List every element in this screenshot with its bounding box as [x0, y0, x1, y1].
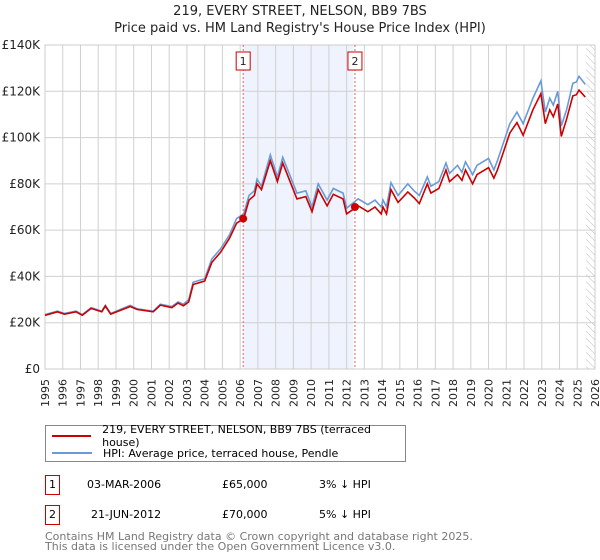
transaction-label: 1: [240, 55, 247, 68]
transaction-price: £65,000: [222, 478, 268, 491]
chart-subtitle: Price paid vs. HM Land Registry's House …: [114, 21, 486, 36]
transaction-label-box: [235, 51, 251, 71]
x-tick-label: 1995: [39, 379, 52, 407]
x-tick-label: 2008: [270, 379, 283, 407]
x-tick-label: 2020: [483, 379, 496, 407]
y-tick-label: £40K: [9, 269, 41, 283]
x-tick-label: 1999: [110, 379, 123, 407]
x-tick-label: 2018: [447, 379, 460, 407]
x-tick-label: 2019: [465, 379, 478, 407]
plot-border: [44, 44, 596, 370]
legend-item-property: 219, EVERY STREET, NELSON, BB9 7BS (terr…: [52, 423, 405, 449]
legend-item-hpi: HPI: Average price, terraced house, Pend…: [52, 445, 338, 461]
transaction-row: 2 21-JUN-2012 £70,000 5% ↓ HPI: [45, 505, 405, 525]
transaction-hpi-diff: 3% ↓ HPI: [319, 478, 371, 491]
y-tick-label: £0: [25, 362, 40, 376]
transaction-hpi-diff: 5% ↓ HPI: [319, 508, 371, 521]
x-tick-label: 2010: [305, 379, 318, 407]
y-tick-label: £120K: [2, 84, 42, 98]
forecast-hatch: [586, 45, 595, 369]
y-tick-label: £140K: [2, 38, 42, 52]
x-tick-label: 2022: [518, 379, 531, 407]
x-tick-label: 2012: [341, 379, 354, 407]
x-tick-label: 2023: [536, 379, 549, 407]
x-tick-label: 2009: [287, 379, 300, 407]
transaction-marker: 1: [45, 475, 60, 495]
x-tick-label: 1998: [92, 379, 105, 407]
x-tick-label: 1997: [74, 379, 87, 407]
legend-label: 219, EVERY STREET, NELSON, BB9 7BS (terr…: [102, 423, 371, 449]
x-tick-label: 2025: [571, 379, 584, 407]
x-tick-label: 2005: [216, 379, 229, 407]
blue-line-swatch: [52, 452, 92, 454]
transaction-price: £70,000: [222, 508, 268, 521]
x-tick-label: 2014: [376, 379, 389, 407]
transaction-marker: 2: [45, 505, 60, 525]
footer-copyright: Contains HM Land Registry data © Crown c…: [45, 530, 473, 543]
plot-area: 1995 1996 1997 1998 1999 2000 2001 2002 2003 2004…: [2, 38, 600, 407]
transaction-label: 2: [351, 55, 358, 68]
x-tick-label: 2000: [128, 379, 141, 407]
x-tick-label: 2024: [554, 379, 567, 407]
x-tick-label: 2006: [234, 379, 247, 407]
x-tick-label: 2007: [252, 379, 265, 407]
x-tick-label: 2015: [394, 379, 407, 407]
transaction-point: [239, 214, 248, 223]
x-tick-label: 2004: [199, 379, 212, 407]
x-tick-label: 2017: [429, 379, 442, 407]
transaction-row: 1 03-MAR-2006 £65,000 3% ↓ HPI: [45, 475, 405, 495]
hpi-line: [44, 74, 586, 316]
y-tick-label: £80K: [9, 177, 41, 191]
x-tick-label: 2002: [163, 379, 176, 407]
x-tick-label: 2016: [412, 379, 425, 407]
y-tick-label: £20K: [9, 316, 41, 330]
legend: 219, EVERY STREET, NELSON, BB9 7BS (terr…: [45, 423, 406, 462]
legend-label: HPI: Average price, terraced house, Pend…: [103, 446, 339, 460]
red-line-swatch: [52, 435, 92, 437]
y-tick-label: £100K: [2, 131, 42, 145]
x-tick-label: 2011: [323, 379, 336, 407]
shaded-period: [243, 45, 354, 369]
transaction-date: 21-JUN-2012: [91, 508, 162, 521]
transaction-label-box: [347, 51, 363, 71]
x-tick-label: 1996: [57, 379, 70, 407]
x-tick-label: 2013: [358, 379, 371, 407]
transaction-point: [350, 203, 359, 211]
chart-title: 219, EVERY STREET, NELSON, BB9 7BS: [173, 4, 427, 19]
footer-licence: This data is licensed under the Open Gov…: [45, 540, 396, 553]
x-tick-label: 2026: [589, 379, 600, 407]
transaction-date: 03-MAR-2006: [87, 478, 162, 491]
x-tick-label: 2021: [500, 379, 513, 407]
x-tick-label: 2003: [181, 379, 194, 407]
x-tick-label: 2001: [145, 379, 158, 407]
y-tick-label: £60K: [9, 223, 41, 237]
